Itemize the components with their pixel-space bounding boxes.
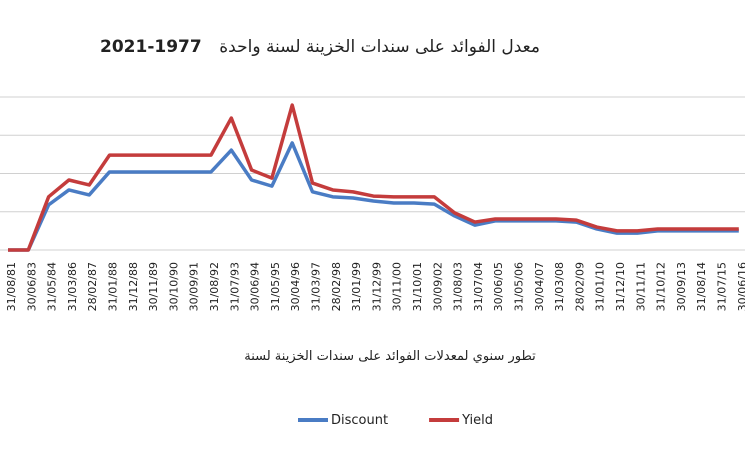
x-tick-label: 30/09/13 — [675, 262, 688, 311]
x-tick-label: 31/07/04 — [472, 262, 485, 311]
x-tick-label: 31/07/15 — [716, 262, 729, 311]
x-tick-label: 31/05/06 — [513, 262, 526, 311]
x-tick-label: 31/10/12 — [655, 262, 668, 311]
legend-label: Yield — [461, 413, 493, 428]
x-tick-label: 30/11/11 — [634, 262, 647, 311]
x-tick-label: 31/01/10 — [594, 262, 607, 311]
x-tick-label: 31/03/08 — [553, 262, 566, 311]
x-tick-label: 28/02/09 — [573, 262, 586, 311]
x-tick-label: 30/06/16 — [736, 262, 745, 311]
x-tick-label: 30/11/89 — [147, 262, 160, 311]
x-tick-label: 30/09/91 — [188, 262, 201, 311]
x-tick-label: 31/10/01 — [411, 262, 424, 311]
x-tick-label: 31/05/95 — [269, 262, 282, 311]
x-tick-label: 31/08/14 — [695, 262, 708, 311]
x-tick-label: 31/07/93 — [228, 262, 241, 311]
x-tick-label: 31/03/97 — [310, 262, 323, 311]
chart-subtitle: 2021-1977 — [100, 37, 202, 57]
x-tick-label: 28/02/87 — [86, 262, 99, 311]
chart-title: معدل الفوائد على سندات الخزينة لسنة واحد… — [219, 37, 540, 57]
x-tick-label: 31/05/84 — [46, 262, 59, 311]
x-tick-label: 31/12/10 — [614, 262, 627, 311]
x-axis-label: تطور سنوي لمعدلات الفوائد على سندات الخز… — [244, 349, 536, 364]
x-tick-label: 31/08/92 — [208, 262, 221, 311]
x-tick-label: 30/06/05 — [492, 262, 505, 311]
x-tick-label: 31/12/88 — [127, 262, 140, 311]
x-tick-label: 31/01/88 — [107, 262, 120, 311]
series-line — [8, 141, 739, 252]
x-tick-label: 31/01/99 — [350, 262, 363, 311]
x-tick-label: 30/09/02 — [431, 262, 444, 311]
x-tick-label: 31/08/03 — [452, 262, 465, 311]
x-tick-label: 31/12/99 — [370, 262, 383, 311]
x-tick-label: 30/10/90 — [167, 262, 180, 311]
x-tick-label: 30/04/07 — [533, 262, 546, 311]
x-tick-label: 30/04/96 — [289, 262, 302, 311]
x-tick-label: 30/06/83 — [25, 262, 38, 311]
series-line — [8, 103, 739, 252]
x-tick-label: 30/06/94 — [249, 262, 262, 311]
x-tick-label: 31/08/81 — [5, 262, 18, 311]
x-tick-label: 30/11/00 — [391, 262, 404, 311]
x-tick-label: 28/02/98 — [330, 262, 343, 311]
x-tick-label: 31/03/86 — [66, 262, 79, 311]
legend-label: Discount — [331, 413, 388, 428]
